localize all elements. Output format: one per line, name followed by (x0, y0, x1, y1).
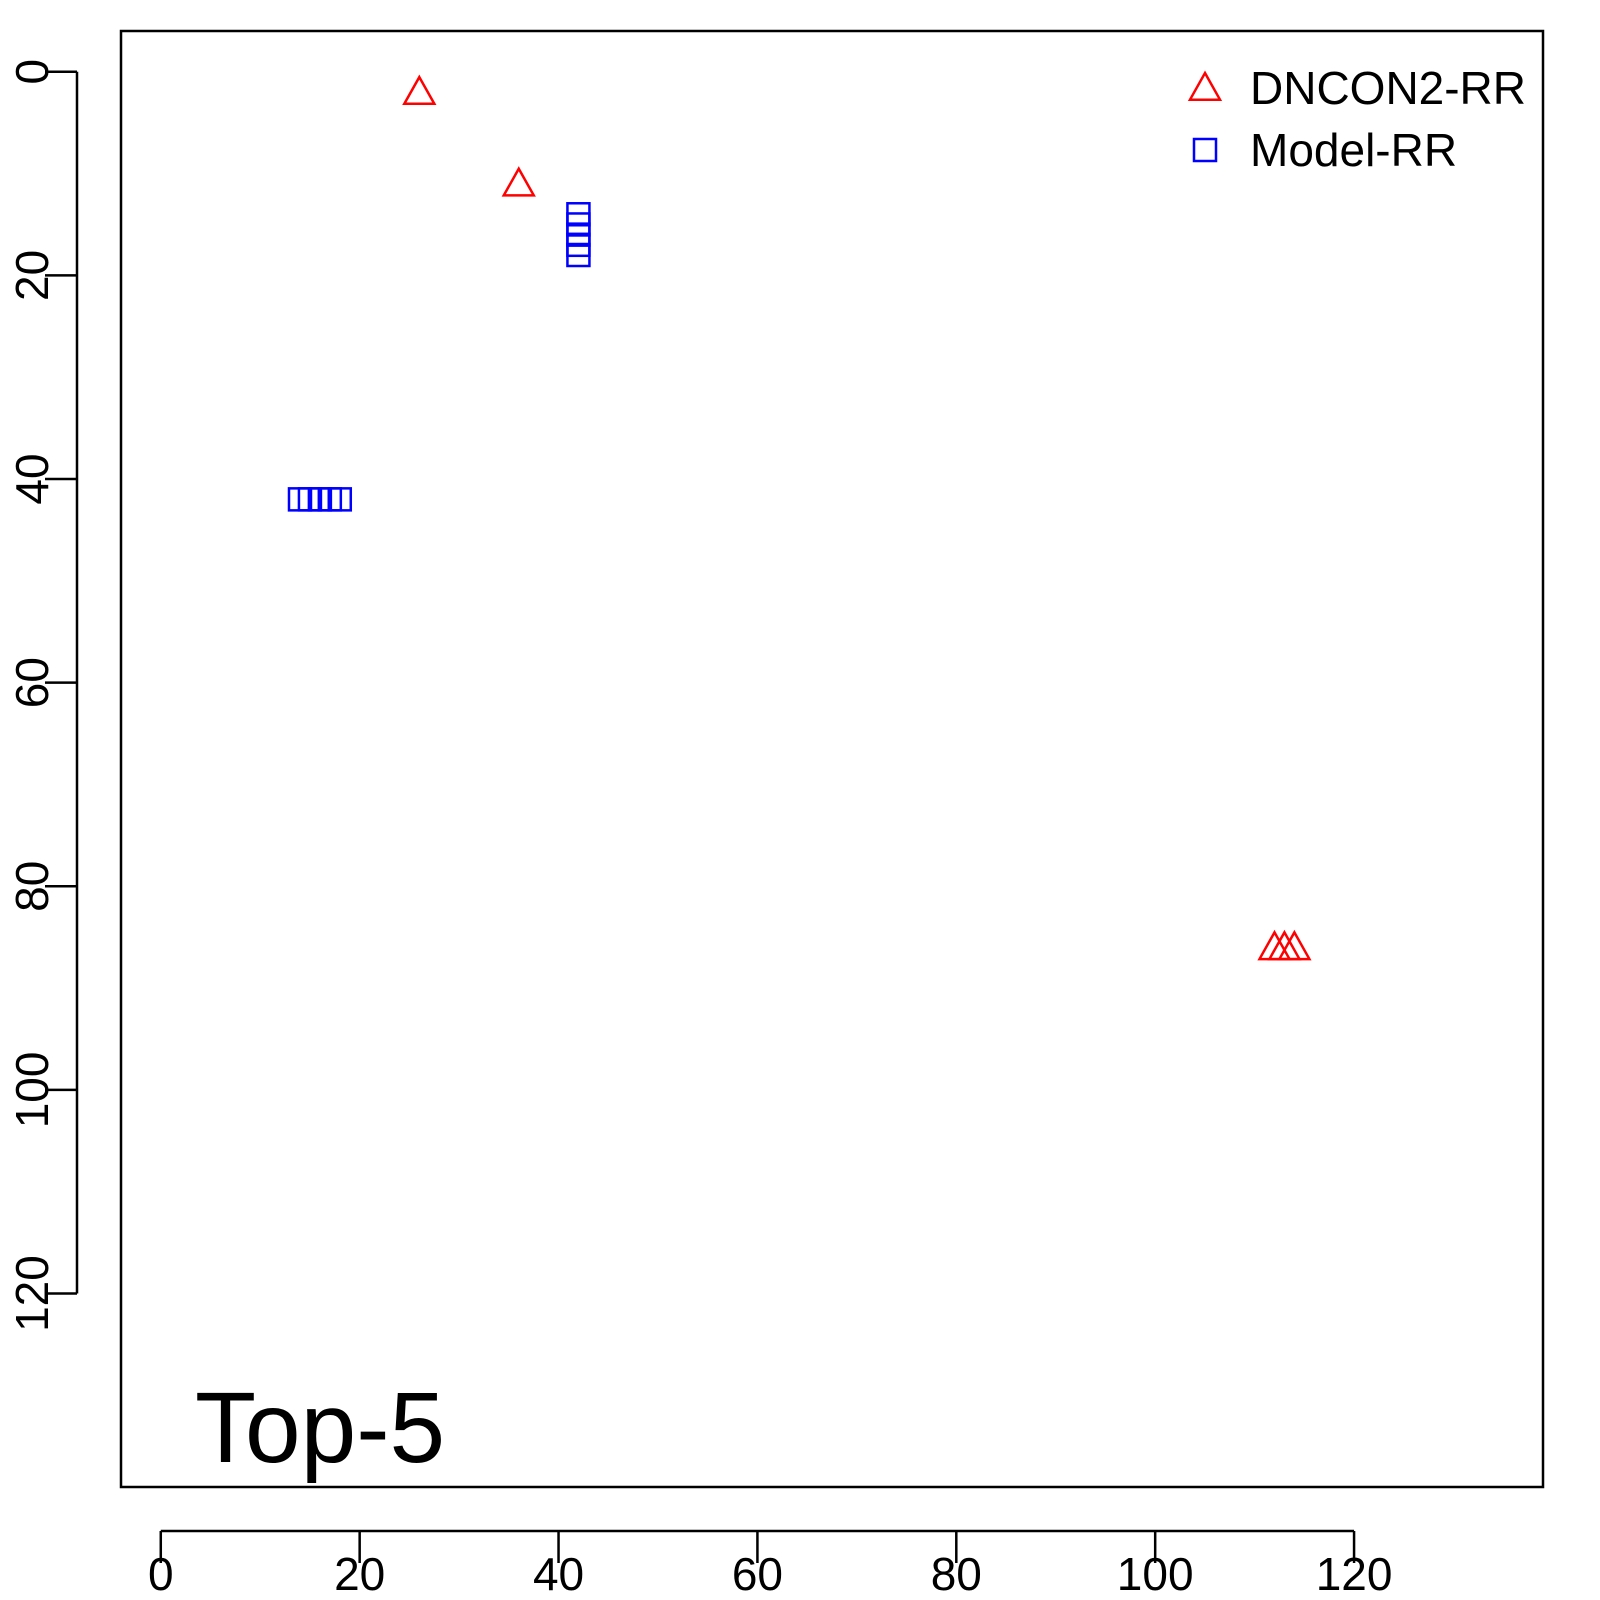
y-tick-label: 120 (6, 1255, 58, 1332)
x-tick-label: 60 (732, 1548, 783, 1600)
data-point-triangle (1277, 929, 1312, 961)
data-point-triangle (1267, 929, 1302, 961)
plot-frame (119, 29, 1545, 1489)
data-point-square (566, 242, 591, 268)
legend-label: DNCON2-RR (1250, 62, 1526, 114)
data-point-triangle (501, 166, 536, 197)
x-tick-label: 0 (148, 1548, 174, 1600)
legend-marker-square (1192, 137, 1218, 163)
y-tick-label: 40 (6, 453, 58, 504)
y-tick-label: 80 (6, 861, 58, 912)
legend: DNCON2-RR Model-RR (1187, 62, 1526, 176)
y-tick-label: 20 (6, 250, 58, 301)
x-tick-label: 20 (334, 1548, 385, 1600)
data-point-triangle (1257, 929, 1292, 961)
legend-marker-triangle (1187, 70, 1223, 101)
legend-label: Model-RR (1250, 124, 1457, 176)
x-axis: 0 20 40 60 80 100 120 (148, 1529, 1393, 1600)
y-tick-label: 100 (6, 1052, 58, 1129)
y-axis: 0 20 40 60 80 100 120 (6, 59, 79, 1332)
x-tick-label: 80 (931, 1548, 982, 1600)
y-tick-label: 0 (6, 59, 58, 85)
y-tick-label: 60 (6, 657, 58, 708)
x-tick-label: 120 (1316, 1548, 1393, 1600)
data-points (287, 74, 1312, 961)
x-tick-label: 100 (1117, 1548, 1194, 1600)
x-tick-label: 40 (533, 1548, 584, 1600)
panel-annotation: Top-5 (195, 1372, 445, 1484)
data-point-square (327, 487, 353, 512)
data-point-triangle (402, 74, 437, 106)
